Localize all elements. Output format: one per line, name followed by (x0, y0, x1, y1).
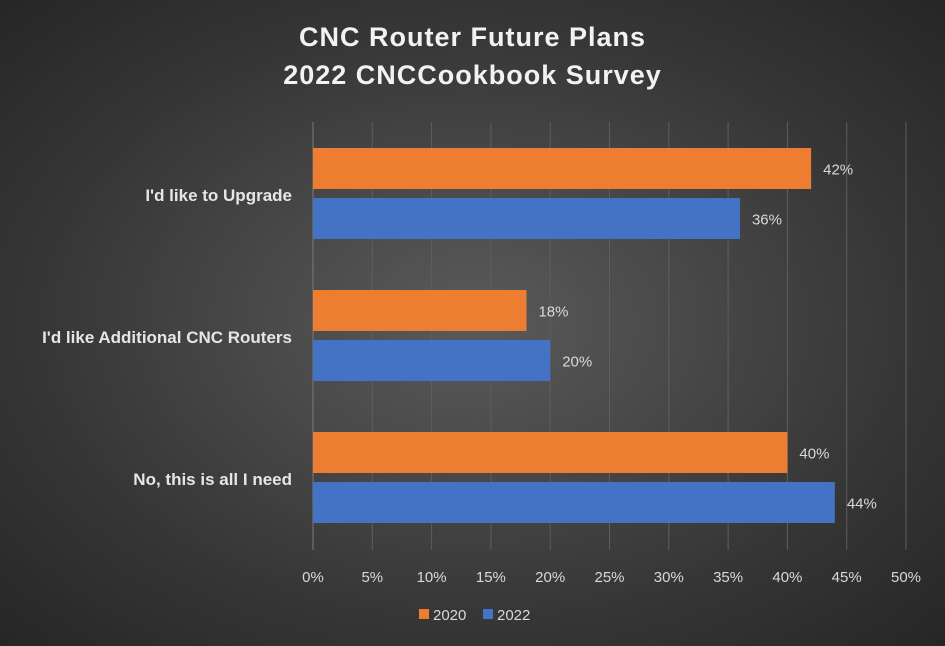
x-tick-label: 10% (417, 569, 447, 586)
x-tick-label: 30% (654, 569, 684, 586)
data-label: 42% (823, 162, 853, 179)
data-label: 44% (847, 496, 877, 513)
category-label: No, this is all I need (133, 470, 292, 489)
data-label: 20% (562, 354, 592, 371)
data-label: 36% (752, 212, 782, 229)
legend-swatch-2022 (483, 609, 493, 619)
x-tick-label: 25% (594, 569, 624, 586)
x-tick-label: 20% (535, 569, 565, 586)
data-label: 40% (799, 446, 829, 463)
legend-swatch-2020 (419, 609, 429, 619)
category-label: I'd like Additional CNC Routers (42, 328, 292, 347)
bar-2022 (313, 340, 551, 381)
data-label: 18% (538, 304, 568, 321)
bar-2020 (313, 148, 812, 189)
x-tick-label: 35% (713, 569, 743, 586)
legend-label: 2020 (433, 607, 466, 624)
bar-2022 (313, 482, 835, 523)
legend-label: 2022 (497, 607, 530, 624)
x-tick-label: 45% (832, 569, 862, 586)
x-tick-label: 15% (476, 569, 506, 586)
x-tick-label: 40% (772, 569, 802, 586)
x-tick-label: 0% (302, 569, 324, 586)
x-tick-label: 50% (891, 569, 921, 586)
chart-subtitle: 2022 CNCCookbook Survey (283, 60, 662, 90)
bar-2022 (313, 198, 740, 239)
x-tick-label: 5% (361, 569, 383, 586)
bar-2020 (313, 290, 527, 331)
chart-title: CNC Router Future Plans (298, 22, 647, 52)
category-label: I'd like to Upgrade (145, 186, 292, 205)
bar-2020 (313, 432, 788, 473)
